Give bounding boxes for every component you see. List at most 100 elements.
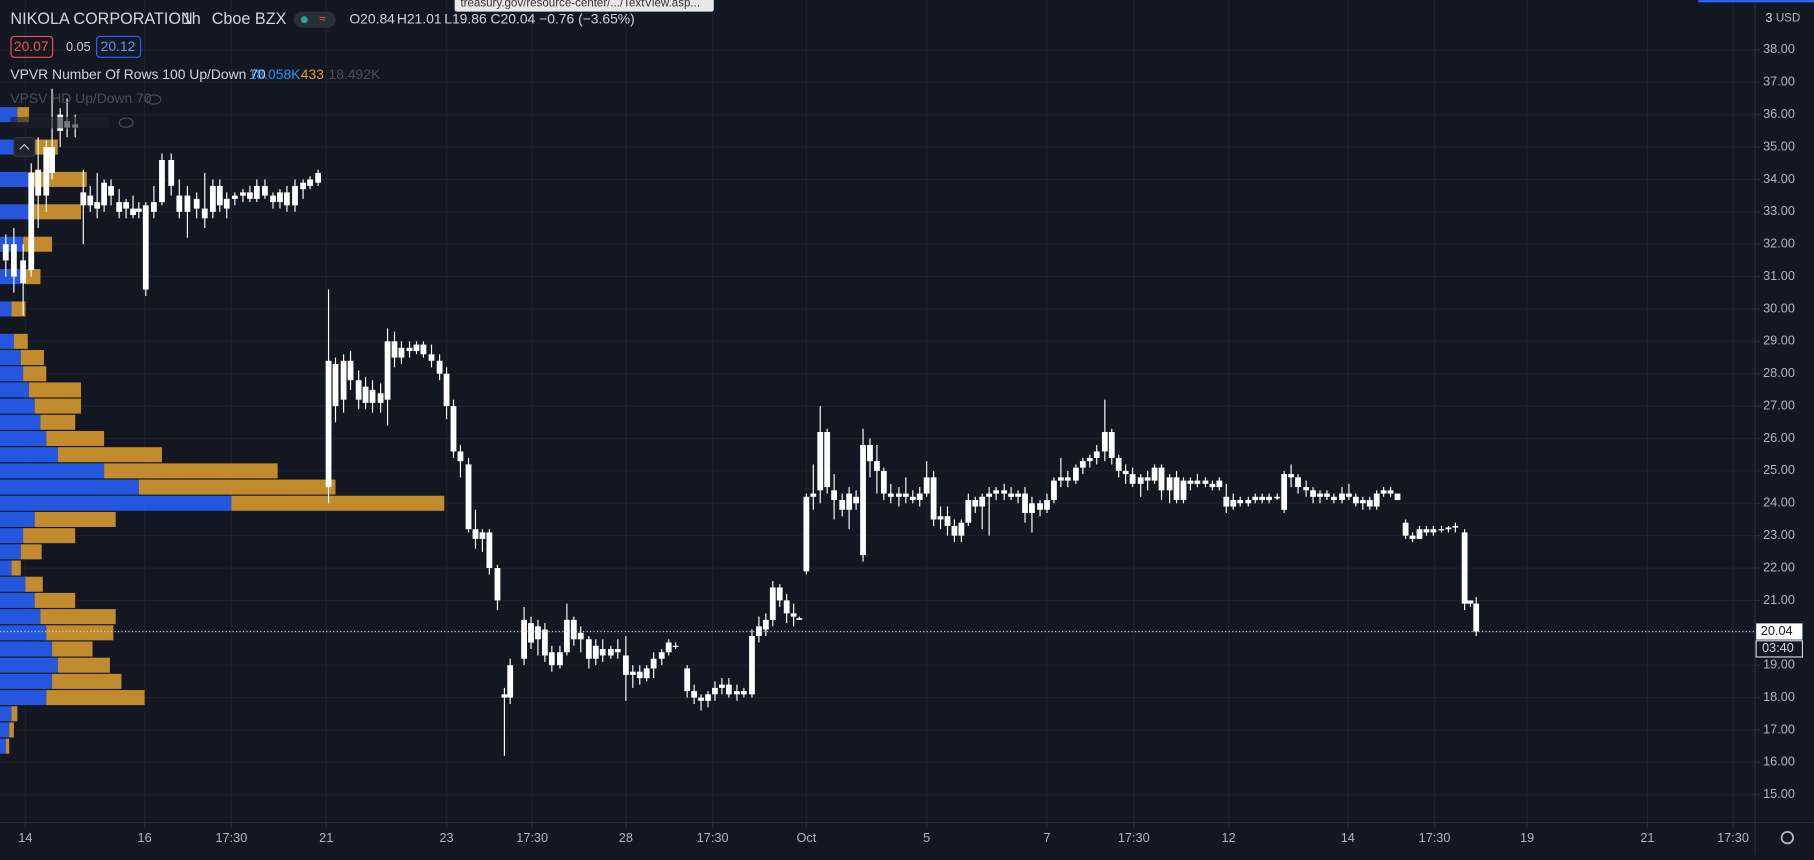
profile-up-bar (0, 706, 12, 722)
profile-down-bar (25, 576, 43, 592)
candle-body (43, 147, 50, 196)
candle-body (930, 477, 937, 520)
candle-body (1310, 490, 1316, 497)
profile-up-bar (0, 495, 232, 511)
settings-icon[interactable] (1780, 830, 1795, 845)
candle-body (860, 444, 866, 556)
candle-body (1015, 493, 1021, 497)
y-tick-label: 33.00 (1763, 203, 1795, 218)
profile-up-bar (0, 430, 47, 447)
profile-up-bar (0, 738, 6, 754)
candle-body (428, 354, 435, 361)
y-tick-label: 16.00 (1763, 754, 1795, 769)
status-pill[interactable] (293, 11, 336, 28)
candle-body (108, 185, 114, 196)
candle-body (1037, 503, 1043, 510)
candle-body (1402, 522, 1409, 536)
candle-body (501, 694, 508, 698)
candle-body (705, 694, 711, 701)
candle-body (1467, 600, 1474, 604)
profile-up-bar (0, 722, 10, 738)
x-tick-label: 19 (1520, 830, 1534, 845)
candle-body (325, 360, 332, 488)
candle-body (622, 655, 629, 675)
profile-up-bar (0, 673, 53, 689)
candle-body (231, 195, 238, 199)
y-tick-label: 25.00 (1763, 462, 1795, 477)
collapse-button[interactable] (13, 137, 36, 157)
candle-body (958, 522, 965, 536)
profile-up-bar (0, 528, 24, 544)
indicator-label[interactable]: VPVR Number Of Rows 100 Up/Down 70 (10, 66, 266, 82)
x-tick-label: 14 (1341, 830, 1355, 845)
profile-down-bar (57, 657, 110, 673)
grid (0, 0, 1755, 823)
candle-body (548, 652, 555, 666)
candle-body (479, 532, 486, 539)
symbol-title[interactable]: NIKOLA CORPORATION (10, 10, 192, 28)
candle-body (570, 619, 577, 640)
profile-up-bar (0, 333, 14, 349)
y-tick-label: 34.00 (1763, 171, 1795, 186)
currency: USD (1776, 13, 1800, 25)
candle-body (486, 532, 493, 569)
candle-body (135, 208, 142, 212)
candle-body (1158, 467, 1165, 491)
candle-body (1288, 474, 1294, 478)
interval[interactable]: 1h (183, 10, 201, 28)
url-tooltip-text: treasury.gov/resource-center/.../TextVie… (460, 0, 700, 10)
candle-body (315, 172, 322, 183)
candle-body (1303, 487, 1310, 491)
y-tick-label: 30.00 (1763, 300, 1795, 315)
countdown-label: 03:40 (1762, 640, 1794, 655)
candle-body (1423, 529, 1430, 533)
candle-body (563, 619, 570, 653)
profile-up-bar (0, 544, 21, 560)
candle-body (867, 444, 873, 462)
candle-body (719, 684, 725, 688)
scale[interactable]: 3 (1765, 10, 1772, 25)
bid-box[interactable] (10, 35, 54, 58)
indicator3-placeholder (10, 116, 109, 129)
candle-body (1438, 529, 1445, 531)
hide-icon[interactable] (118, 117, 134, 128)
x-tick-label: Oct (796, 830, 816, 845)
profile-down-bar (11, 301, 26, 317)
candle-body (1416, 529, 1423, 539)
candle-body (420, 344, 427, 355)
profile-down-bar (52, 673, 122, 689)
profile-down-bar (23, 236, 53, 252)
candle-body (277, 192, 283, 203)
ohlc-low: L19.86 (444, 10, 487, 26)
candle-body (1187, 480, 1194, 484)
candle-body (1137, 477, 1144, 484)
candle-body (734, 691, 740, 695)
candle-body (28, 172, 35, 271)
candle-body (1366, 500, 1373, 507)
candle-body (756, 626, 762, 637)
candle-body (810, 493, 817, 497)
profile-up-bar (0, 576, 26, 592)
candle-body (1202, 480, 1209, 484)
ohlc-high: H21.01 (397, 10, 442, 26)
candle-body (614, 649, 621, 653)
profile-up-bar (0, 171, 29, 187)
candle-body (1245, 500, 1252, 504)
profile-down-bar (9, 722, 14, 738)
hide-icon[interactable] (146, 94, 162, 105)
candle-body (49, 147, 55, 173)
candle-body (740, 691, 747, 695)
candle-body (803, 496, 810, 572)
candle-body (101, 182, 108, 206)
candle-body (846, 493, 853, 510)
profile-down-bar (57, 447, 162, 463)
candle-body (223, 198, 230, 209)
x-tick-label: 5 (923, 830, 930, 845)
ask-box[interactable] (96, 35, 142, 58)
top-bar (1698, 0, 1814, 3)
indicator2-label[interactable]: VPSV HD Up/Down 70 (10, 90, 151, 106)
profile-down-bar (13, 333, 28, 349)
candle-body (1330, 496, 1337, 501)
